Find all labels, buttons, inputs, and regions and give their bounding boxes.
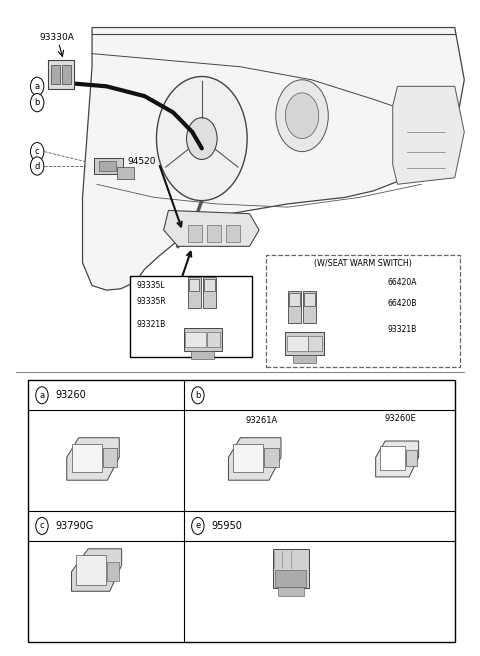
Bar (206, 226, 221, 242)
Bar (184, 328, 222, 351)
Bar (285, 332, 324, 355)
Circle shape (187, 117, 217, 159)
Text: 94520: 94520 (128, 157, 156, 166)
Polygon shape (72, 444, 102, 472)
Polygon shape (164, 211, 259, 247)
Bar (226, 226, 240, 242)
Text: (W/SEAT WARM SWITCH): (W/SEAT WARM SWITCH) (314, 260, 411, 268)
Circle shape (31, 77, 44, 96)
Bar (308, 336, 322, 351)
Circle shape (31, 142, 44, 161)
Polygon shape (76, 556, 107, 584)
Bar (406, 450, 417, 466)
Text: 93335L: 93335L (136, 281, 165, 290)
Circle shape (31, 157, 44, 175)
Bar (62, 66, 71, 84)
Polygon shape (376, 441, 419, 477)
Text: c: c (35, 147, 39, 156)
Text: a: a (39, 391, 45, 400)
Bar (117, 167, 134, 179)
Text: 93335R: 93335R (136, 297, 166, 306)
Text: 93260E: 93260E (384, 414, 416, 423)
Text: 93310D: 93310D (161, 292, 197, 301)
Bar (203, 277, 216, 308)
Bar (293, 355, 316, 363)
Bar (288, 291, 301, 323)
Bar (188, 277, 201, 308)
Polygon shape (67, 438, 119, 480)
Bar (304, 293, 315, 306)
Bar (108, 562, 119, 581)
Bar (276, 570, 306, 586)
Text: 93261A: 93261A (246, 415, 278, 424)
Polygon shape (381, 446, 405, 470)
Text: 95950: 95950 (211, 521, 242, 531)
Bar (188, 226, 202, 242)
Circle shape (192, 387, 204, 404)
Bar (204, 279, 215, 291)
Text: 66420B: 66420B (388, 299, 417, 308)
Bar (130, 276, 252, 358)
Bar (289, 293, 300, 306)
Circle shape (31, 94, 44, 112)
Circle shape (285, 93, 319, 138)
Polygon shape (72, 549, 121, 591)
Text: e: e (195, 522, 201, 531)
Text: b: b (35, 98, 40, 107)
Bar (303, 291, 316, 323)
Text: 93330A: 93330A (39, 33, 74, 42)
Bar (48, 60, 74, 89)
Text: 93321B: 93321B (136, 320, 166, 329)
Circle shape (276, 80, 328, 152)
Bar (189, 279, 199, 291)
Bar (266, 255, 459, 367)
Text: 93790G: 93790G (55, 521, 94, 531)
Text: b: b (195, 391, 201, 400)
Circle shape (156, 77, 247, 201)
Bar (51, 66, 60, 84)
Circle shape (36, 387, 48, 404)
Bar (287, 336, 308, 351)
Bar (273, 549, 309, 588)
Bar (206, 332, 220, 347)
Text: a: a (35, 82, 40, 91)
Bar (28, 380, 455, 642)
Bar (264, 447, 278, 467)
Bar (95, 158, 123, 174)
Bar (192, 351, 214, 359)
Text: 93321B: 93321B (388, 325, 417, 334)
Bar (99, 161, 116, 171)
Text: 93260: 93260 (55, 390, 86, 400)
Circle shape (36, 518, 48, 535)
Bar (185, 332, 206, 347)
Polygon shape (233, 444, 264, 472)
Text: c: c (40, 522, 44, 531)
Bar (103, 447, 117, 467)
Text: 66420A: 66420A (388, 277, 418, 287)
Polygon shape (393, 87, 464, 184)
Circle shape (192, 518, 204, 535)
Bar (278, 586, 304, 596)
Polygon shape (83, 28, 464, 290)
Text: d: d (35, 161, 40, 171)
Polygon shape (228, 438, 281, 480)
